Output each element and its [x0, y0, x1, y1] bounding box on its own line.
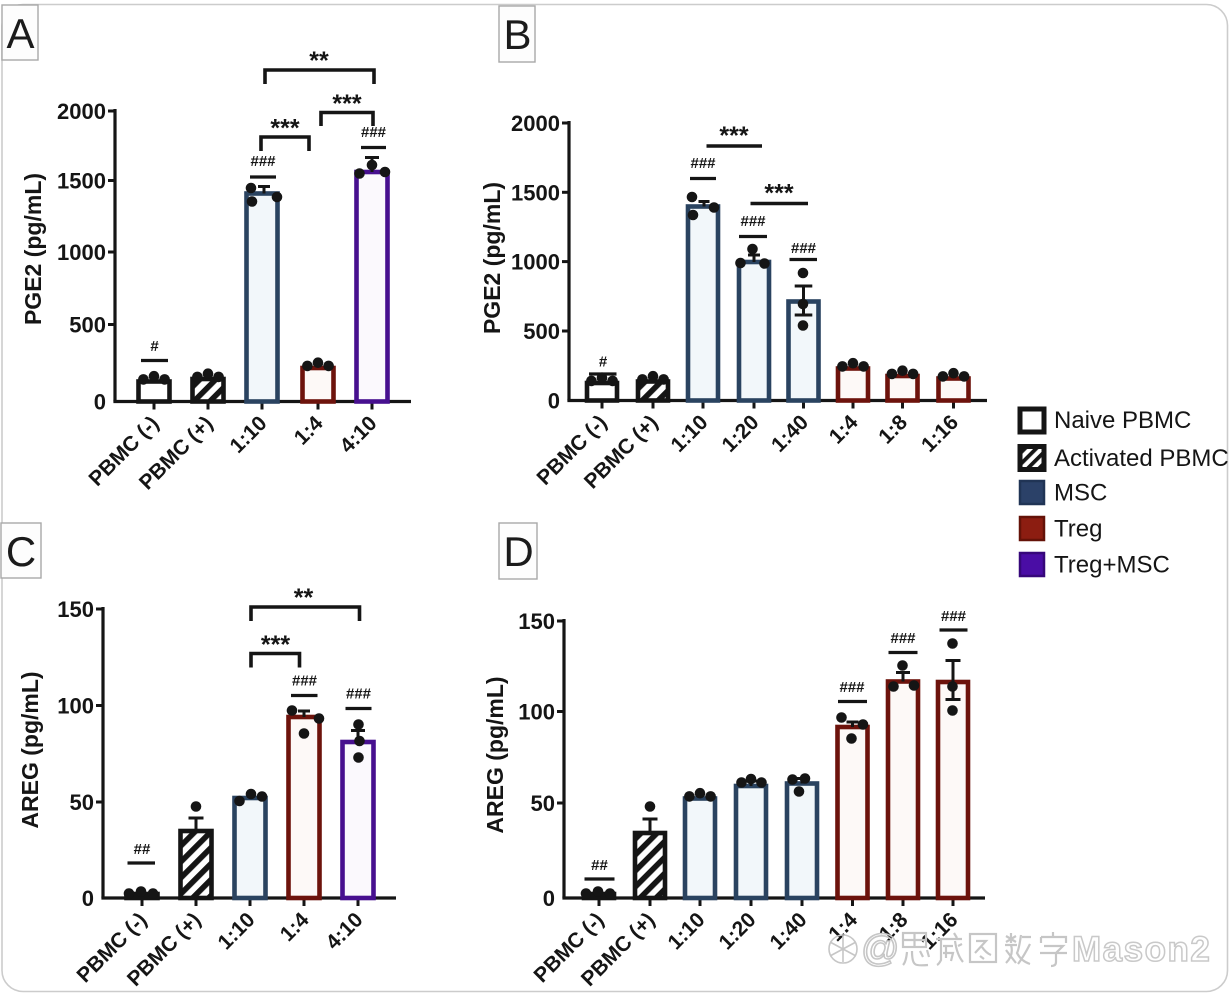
svg-text:***: ***	[719, 122, 748, 150]
svg-text:###: ###	[346, 686, 372, 703]
svg-text:**: **	[309, 47, 329, 75]
svg-text:0: 0	[548, 389, 560, 414]
svg-text:##: ##	[591, 857, 608, 874]
svg-text:1000: 1000	[511, 250, 560, 275]
svg-text:###: ###	[250, 153, 276, 170]
svg-text:100: 100	[57, 694, 94, 719]
svg-text:###: ###	[941, 608, 967, 625]
svg-text:Treg: Treg	[1054, 516, 1102, 543]
svg-text:AREG (pg/mL): AREG (pg/mL)	[482, 676, 508, 833]
svg-text:###: ###	[890, 630, 916, 647]
svg-text:@: @	[861, 928, 900, 970]
svg-text:150: 150	[57, 597, 94, 622]
svg-text:###: ###	[740, 213, 766, 230]
svg-text:1500: 1500	[511, 180, 560, 205]
svg-text:Activated PBMC: Activated PBMC	[1054, 445, 1229, 472]
svg-text:AREG (pg/mL): AREG (pg/mL)	[17, 671, 43, 828]
svg-text:PGE2 (pg/mL): PGE2 (pg/mL)	[20, 173, 46, 325]
svg-text:50: 50	[531, 791, 555, 816]
svg-text:1500: 1500	[57, 169, 106, 194]
svg-text:A: A	[6, 10, 34, 57]
svg-text:###: ###	[839, 679, 865, 696]
svg-text:***: ***	[261, 631, 290, 659]
svg-text:***: ***	[332, 90, 361, 118]
svg-text:100: 100	[518, 700, 555, 725]
svg-text:***: ***	[270, 115, 299, 143]
svg-text:50: 50	[70, 790, 94, 815]
svg-text:##: ##	[134, 841, 151, 858]
svg-text:#: #	[150, 338, 159, 355]
svg-text:***: ***	[764, 180, 793, 208]
svg-text:###: ###	[791, 240, 817, 257]
svg-text:PGE2 (pg/mL): PGE2 (pg/mL)	[479, 182, 505, 334]
svg-text:0: 0	[82, 886, 94, 911]
svg-text:0: 0	[543, 886, 555, 911]
svg-text:D: D	[503, 528, 533, 575]
svg-text:###: ###	[690, 155, 716, 172]
svg-text:0: 0	[94, 390, 106, 415]
svg-text:###: ###	[292, 673, 318, 690]
svg-text:150: 150	[518, 609, 555, 634]
svg-text:1000: 1000	[57, 240, 106, 265]
svg-text:Treg+MSC: Treg+MSC	[1054, 552, 1170, 579]
svg-text:2000: 2000	[511, 111, 560, 136]
svg-text:Mason2: Mason2	[1072, 930, 1211, 969]
svg-text:#: #	[599, 354, 608, 371]
svg-text:500: 500	[69, 313, 106, 338]
svg-text:Naive PBMC: Naive PBMC	[1054, 407, 1191, 434]
svg-text:C: C	[6, 528, 36, 575]
svg-text:MSC: MSC	[1054, 480, 1107, 507]
svg-text:###: ###	[361, 124, 387, 141]
svg-text:2000: 2000	[57, 99, 106, 124]
svg-text:**: **	[294, 584, 314, 612]
svg-text:B: B	[503, 11, 531, 58]
svg-text:500: 500	[523, 319, 560, 344]
